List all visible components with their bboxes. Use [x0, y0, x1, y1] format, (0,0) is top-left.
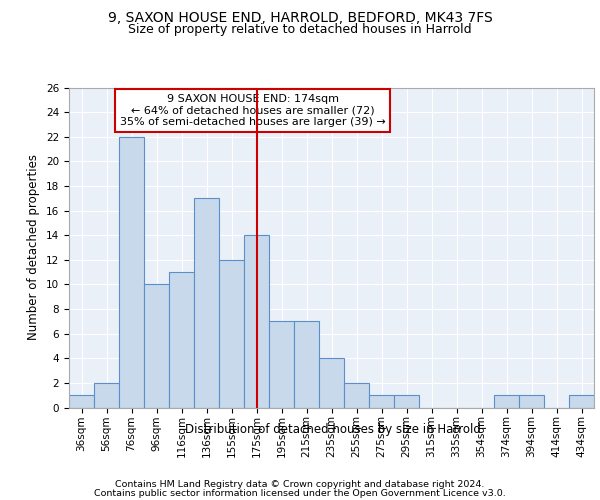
Bar — [244, 235, 269, 408]
Bar — [269, 322, 294, 408]
Text: Distribution of detached houses by size in Harrold: Distribution of detached houses by size … — [185, 422, 481, 436]
Bar — [394, 395, 419, 407]
Text: 9, SAXON HOUSE END, HARROLD, BEDFORD, MK43 7FS: 9, SAXON HOUSE END, HARROLD, BEDFORD, MK… — [107, 12, 493, 26]
Text: Size of property relative to detached houses in Harrold: Size of property relative to detached ho… — [128, 22, 472, 36]
Bar — [369, 395, 394, 407]
Bar — [319, 358, 344, 408]
Bar — [294, 322, 319, 408]
Bar — [169, 272, 194, 407]
Bar — [519, 395, 544, 407]
Bar — [144, 284, 169, 408]
Bar — [494, 395, 519, 407]
Bar — [194, 198, 219, 408]
Text: 9 SAXON HOUSE END: 174sqm
← 64% of detached houses are smaller (72)
35% of semi-: 9 SAXON HOUSE END: 174sqm ← 64% of detac… — [120, 94, 386, 127]
Text: Contains HM Land Registry data © Crown copyright and database right 2024.: Contains HM Land Registry data © Crown c… — [115, 480, 485, 489]
Bar — [119, 136, 144, 407]
Bar — [219, 260, 244, 408]
Bar — [69, 395, 94, 407]
Y-axis label: Number of detached properties: Number of detached properties — [28, 154, 40, 340]
Text: Contains public sector information licensed under the Open Government Licence v3: Contains public sector information licen… — [94, 488, 506, 498]
Bar — [569, 395, 594, 407]
Bar — [94, 383, 119, 407]
Bar — [344, 383, 369, 407]
